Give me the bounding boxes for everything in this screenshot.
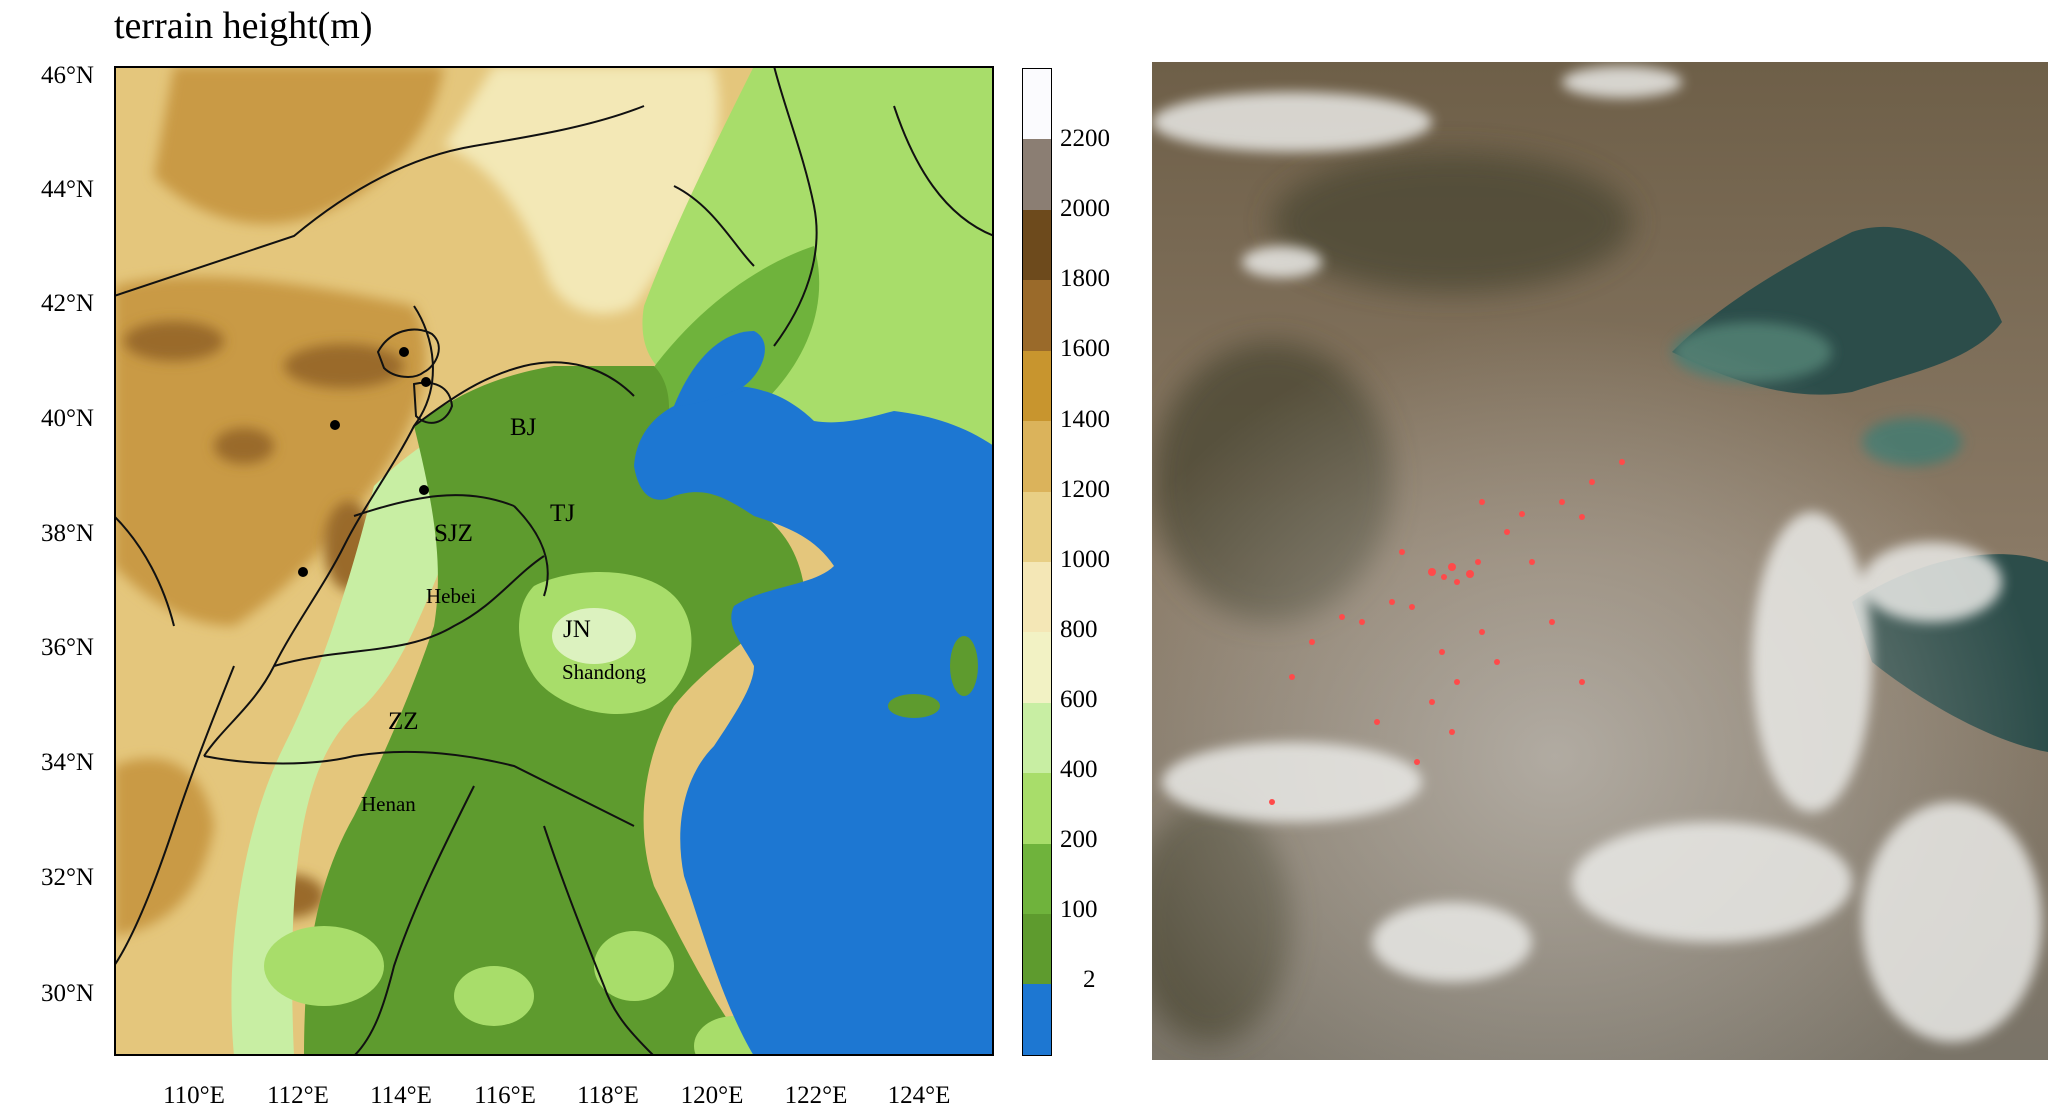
city-label-bj: BJ — [510, 414, 537, 441]
colorbar-segment — [1023, 139, 1051, 210]
colorbar-label: 400 — [1060, 756, 1098, 783]
city-label-jn: JN — [563, 616, 591, 643]
city-marker-tj — [421, 377, 431, 387]
colorbar-segment — [1023, 350, 1051, 422]
colorbar-label: 2200 — [1060, 125, 1110, 152]
south-hills — [264, 926, 774, 1056]
colorbar — [1022, 68, 1052, 1056]
city-label-sjz: SJZ — [434, 520, 473, 547]
lon-label: 112°E — [267, 1082, 329, 1109]
colorbar-label: 800 — [1060, 616, 1098, 643]
colorbar-label: 2 — [1083, 966, 1096, 993]
lon-label: 110°E — [163, 1082, 225, 1109]
province-boundaries — [114, 66, 994, 1056]
city-marker-sjz — [330, 420, 340, 430]
map-title: terrain height(m) — [114, 5, 373, 47]
lon-label: 116°E — [474, 1082, 536, 1109]
lat-label: 34°N — [40, 749, 94, 776]
island — [888, 694, 940, 718]
lon-label: 122°E — [784, 1082, 848, 1109]
shandong-peak — [552, 608, 636, 664]
island — [950, 636, 978, 696]
lon-label: 120°E — [680, 1082, 744, 1109]
lat-label: 46°N — [40, 62, 94, 89]
colorbar-segment — [1023, 561, 1051, 633]
city-markers — [298, 347, 431, 577]
colorbar-segment — [1023, 773, 1051, 844]
colorbar-label: 1400 — [1060, 406, 1110, 433]
colorbar-segment — [1023, 914, 1051, 985]
city-marker-jn — [419, 485, 429, 495]
bohai-sea — [674, 331, 765, 406]
sat-clouds — [1152, 66, 2042, 1042]
city-label-tj: TJ — [550, 500, 575, 527]
colorbar-label: 1000 — [1060, 546, 1110, 573]
colorbar-label: 200 — [1060, 826, 1098, 853]
lat-label: 44°N — [40, 176, 94, 203]
province-label-shandong: Shandong — [562, 660, 646, 684]
sea — [634, 386, 994, 1056]
colorbar-label: 2000 — [1060, 195, 1110, 222]
province-label-henan: Henan — [361, 792, 416, 816]
beijing-tianjin-outline — [376, 328, 454, 424]
lat-label: 32°N — [40, 864, 94, 891]
colorbar-segment — [1023, 209, 1051, 281]
north-china-plain — [304, 366, 804, 1056]
lat-label: 40°N — [40, 405, 94, 432]
province-label-hebei: Hebei — [426, 584, 477, 608]
city-marker-bj — [399, 347, 409, 357]
lat-label: 36°N — [40, 634, 94, 661]
lat-label: 42°N — [40, 290, 94, 317]
colorbar-segment — [1023, 843, 1051, 915]
city-marker-zz — [298, 567, 308, 577]
colorbar-label: 1800 — [1060, 265, 1110, 292]
colorbar-label: 1200 — [1060, 476, 1110, 503]
map-frame — [114, 66, 994, 1056]
lon-label: 124°E — [887, 1082, 951, 1109]
colorbar-label: 1600 — [1060, 335, 1110, 362]
colorbar-segment — [1023, 69, 1051, 140]
terrain-map — [114, 66, 994, 1056]
satellite-image — [1152, 62, 2048, 1060]
colorbar-segment — [1023, 491, 1051, 562]
lon-label: 114°E — [370, 1082, 432, 1109]
sat-fire-points — [1269, 459, 1625, 805]
lat-label: 38°N — [40, 520, 94, 547]
colorbar-segment — [1023, 984, 1051, 1055]
colorbar-segment — [1023, 702, 1051, 774]
colorbar-segment — [1023, 421, 1051, 492]
colorbar-label: 600 — [1060, 686, 1098, 713]
city-label-zz: ZZ — [388, 708, 419, 735]
colorbar-segment — [1023, 280, 1051, 351]
colorbar-segment — [1023, 632, 1051, 703]
colorbar-label: 100 — [1060, 896, 1098, 923]
lat-label: 30°N — [40, 980, 94, 1007]
lon-label: 118°E — [577, 1082, 639, 1109]
